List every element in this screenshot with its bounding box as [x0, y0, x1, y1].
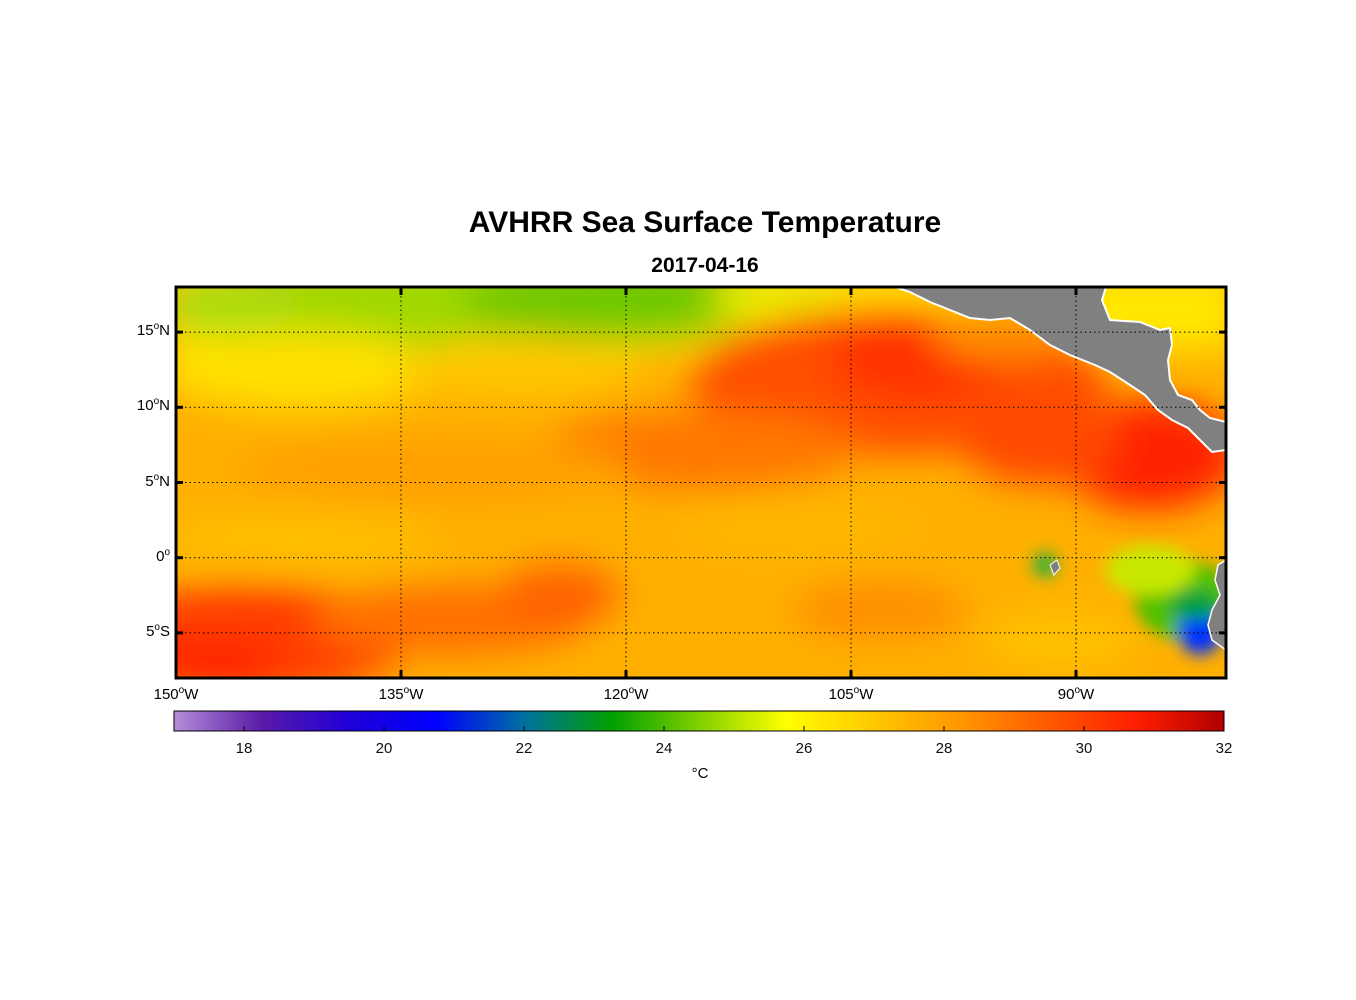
- colorbar-tick-label: 20: [375, 740, 393, 757]
- chart-subtitle: 2017-04-16: [651, 254, 759, 277]
- lon-tick-label: 90oW: [1057, 685, 1095, 704]
- sst-field: [176, 287, 1226, 678]
- lat-tick-label: 5oN: [145, 471, 170, 490]
- land-south-america: [1207, 559, 1226, 651]
- colorbar-tick-label: 30: [1075, 740, 1093, 757]
- chart-title: AVHRR Sea Surface Temperature: [468, 206, 942, 239]
- map-ticks: [174, 287, 1226, 678]
- colorbar-tick-label: 18: [235, 740, 253, 757]
- colorbar-tick-label: 24: [655, 740, 673, 757]
- colorbar-unit: °C: [691, 765, 709, 782]
- colorbar-tick-label: 28: [935, 740, 953, 757]
- land-central-america: [894, 287, 1226, 454]
- lon-tick-label: 150oW: [153, 685, 199, 704]
- lat-tick-label: 0o: [156, 546, 170, 565]
- colorbar: [173, 710, 1225, 732]
- lon-tick-label: 135oW: [378, 685, 424, 704]
- colorbar-ticks: [243, 726, 1225, 731]
- colorbar-tick-label: 32: [1215, 740, 1233, 757]
- land-galapagos: [1049, 559, 1061, 576]
- lon-tick-label: 105oW: [828, 685, 874, 704]
- colorbar-tick-label: 26: [795, 740, 813, 757]
- lat-tick-label: 10oN: [136, 396, 170, 415]
- lon-tick-label: 120oW: [603, 685, 649, 704]
- lat-tick-label: 15oN: [136, 321, 170, 340]
- colorbar-tick-label: 22: [515, 740, 533, 757]
- lat-tick-label: 5oS: [146, 621, 170, 640]
